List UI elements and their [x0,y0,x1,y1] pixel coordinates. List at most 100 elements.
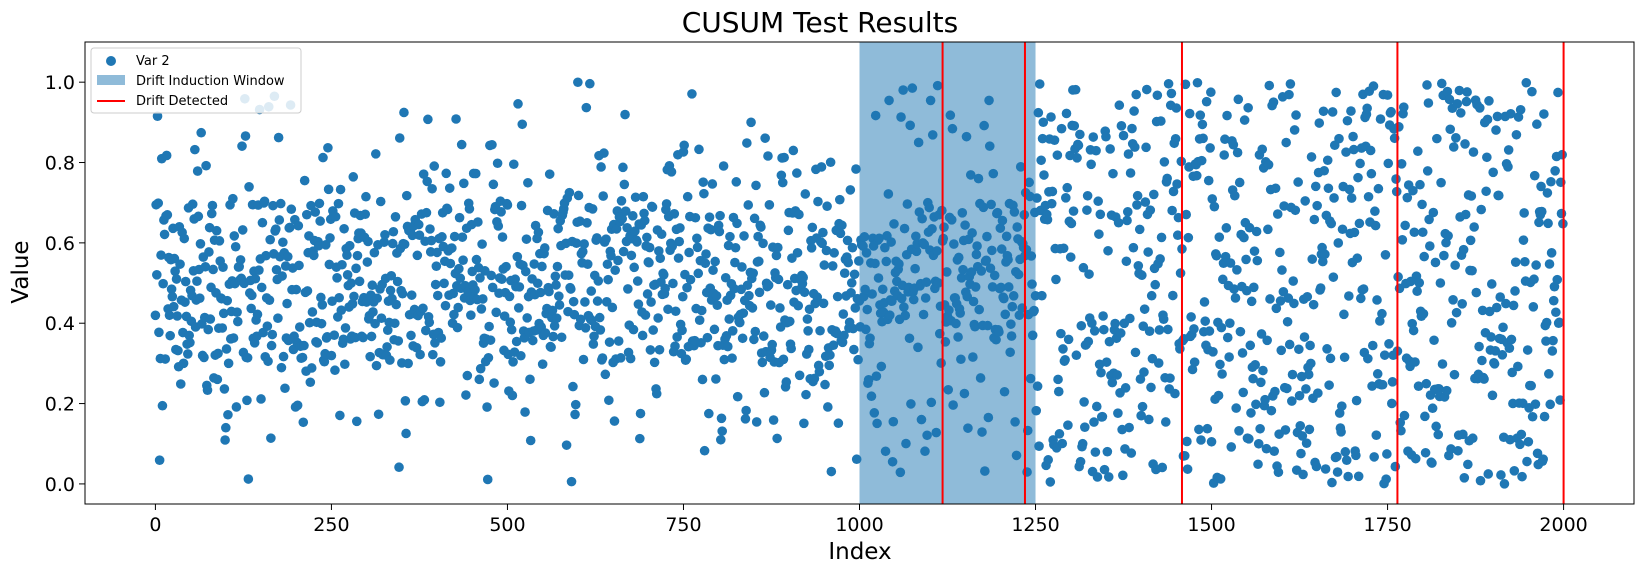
scatter-point [1527,411,1538,422]
scatter-point [592,233,602,243]
scatter-point [794,370,805,381]
scatter-point [1012,222,1023,232]
scatter-point [1550,166,1560,176]
scatter-point [274,215,285,225]
scatter-point [1301,384,1311,394]
scatter-point [818,227,828,238]
scatter-point [974,304,984,315]
scatter-point [1503,145,1514,155]
scatter-point [1448,295,1458,305]
scatter-point [1433,429,1444,440]
y-tick-label: 0.4 [45,313,75,335]
scatter-point [832,291,843,302]
scatter-point [261,250,271,261]
scatter-point [1183,232,1194,243]
scatter-point [759,387,770,398]
scatter-point [851,164,861,174]
scatter-point [171,274,182,284]
scatter-point [435,357,446,367]
scatter-point [1182,436,1192,447]
scatter-point [1462,87,1472,97]
scatter-point [709,324,720,335]
scatter-point [1427,403,1438,414]
scatter-point [521,234,532,244]
scatter-point [1163,78,1174,89]
scatter-point [421,207,432,218]
scatter-point [485,335,496,345]
scatter-point [415,349,425,360]
scatter-point [827,261,838,271]
scatter-point [271,264,282,275]
scatter-point [323,184,334,195]
scatter-point [1249,246,1260,256]
scatter-point [385,355,395,365]
scatter-point [1187,364,1198,375]
scatter-point [663,304,673,315]
scatter-point [632,237,642,247]
scatter-point [1322,344,1332,354]
scatter-point [1541,336,1551,346]
scatter-point [1217,369,1227,379]
scatter-point [1290,205,1301,216]
scatter-point [1078,262,1089,273]
scatter-point [430,279,441,290]
scatter-point [401,428,411,439]
scatter-point [1295,420,1306,431]
scatter-point [1116,121,1127,131]
scatter-point [1205,143,1215,153]
scatter-point [956,354,966,365]
scatter-point [342,250,352,260]
scatter-point [387,238,398,249]
scatter-point [537,261,547,272]
scatter-point [749,213,760,224]
scatter-point [330,211,341,222]
scatter-point [263,356,273,367]
scatter-point [1490,346,1501,356]
scatter-point [487,282,498,293]
scatter-point [1391,174,1401,184]
scatter-point [894,259,904,269]
scatter-point [573,190,584,201]
scatter-point [999,386,1010,397]
scatter-point [168,301,179,312]
scatter-point [825,157,836,168]
scatter-point [1253,438,1264,449]
scatter-point [1539,109,1549,119]
scatter-point [228,193,238,204]
scatter-point [1556,208,1567,219]
scatter-point [1046,198,1057,209]
scatter-point [1026,251,1037,261]
scatter-point [414,230,425,240]
scatter-point [776,170,787,181]
scatter-point [889,219,899,229]
y-tick-label: 0.8 [45,153,75,175]
scatter-point [901,438,911,449]
scatter-point [301,209,312,220]
scatter-point [1413,146,1423,157]
scatter-point [905,120,915,131]
scatter-point [633,299,644,309]
scatter-point [167,291,178,302]
scatter-point [1501,298,1511,309]
scatter-point [1087,318,1097,329]
scatter-point [1277,265,1287,275]
scatter-point [1197,119,1208,130]
scatter-point [918,309,929,320]
scatter-point [1458,429,1468,440]
scatter-point [1008,291,1019,301]
scatter-point [1066,218,1077,229]
scatter-point [674,236,685,247]
scatter-point [1058,243,1069,254]
scatter-point [206,208,217,219]
scatter-point [548,331,559,342]
scatter-point [1310,181,1321,192]
scatter-point [390,212,401,222]
scatter-point [1219,150,1230,160]
scatter-point [896,293,907,304]
scatter-point [1419,251,1429,262]
scatter-point [192,276,202,286]
scatter-point [1541,317,1552,328]
scatter-point [997,215,1008,226]
scatter-point [625,353,636,364]
scatter-point [223,409,233,420]
